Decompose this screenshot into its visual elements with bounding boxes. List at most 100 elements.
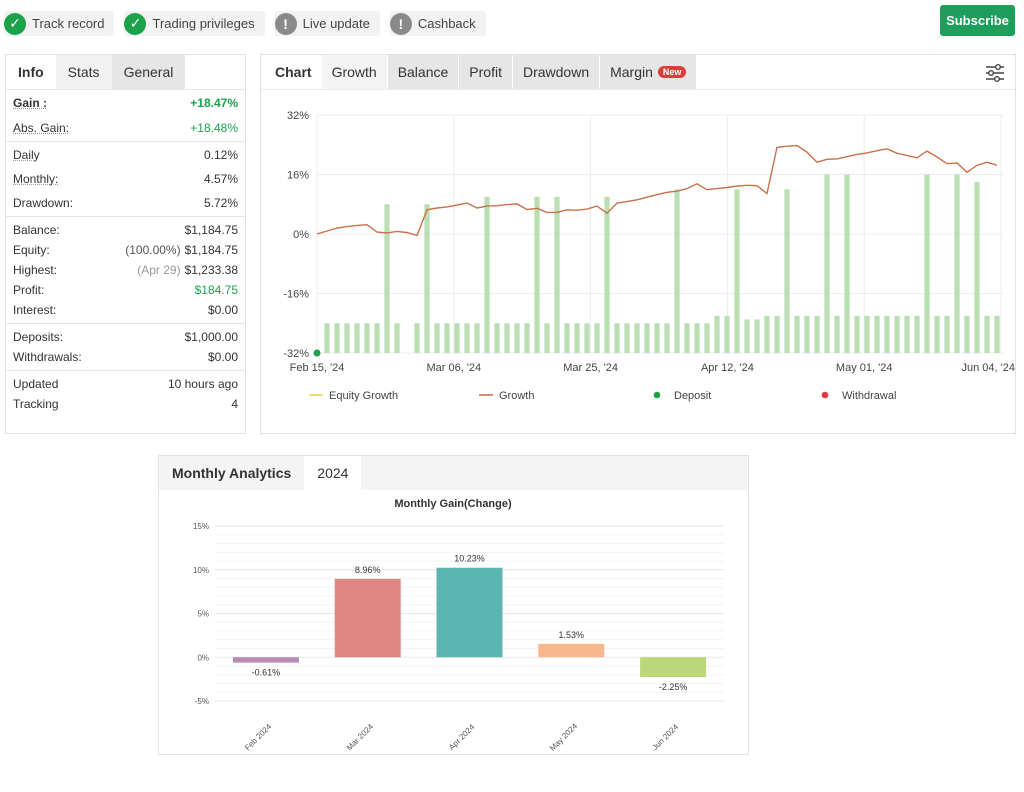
badge-label: Live update <box>302 16 370 31</box>
monthly-tabs: Monthly Analytics 2024 <box>159 456 748 490</box>
deposit-bar <box>444 323 450 353</box>
growth-line <box>316 144 998 237</box>
y-tick-label: -32% <box>283 348 309 360</box>
deposit-bar <box>784 189 790 353</box>
stat-value: 10 hours ago <box>167 377 238 391</box>
stat-daily: Daily 0.12% <box>13 145 238 165</box>
stat-label[interactable]: Daily <box>13 148 40 162</box>
tab-info[interactable]: Info <box>18 64 44 80</box>
deposit-bar <box>924 174 930 353</box>
deposit-bar <box>824 174 830 353</box>
deposit-bar <box>554 196 560 353</box>
stat-withdrawals: Withdrawals: $0.00 <box>13 347 238 367</box>
monthly-bar <box>538 643 605 658</box>
monthly-bar <box>232 657 299 663</box>
chart-title: Monthly Gain(Change) <box>394 498 512 510</box>
deposit-bar <box>384 204 390 353</box>
deposit-bar <box>564 323 570 353</box>
stat-value: $0.00 <box>207 303 238 317</box>
badge-track-record[interactable]: ✓ Track record <box>4 11 115 36</box>
stat-value: 4 <box>231 397 238 411</box>
stat-label: Deposits: <box>13 330 64 344</box>
deposit-bar <box>584 323 590 353</box>
deposit-bar <box>474 323 480 353</box>
badge-cashback[interactable]: ! Cashback <box>389 11 486 36</box>
stat-monthly: Monthly: 4.57% <box>13 169 238 189</box>
update-group: Updated 10 hours ago Tracking 4 <box>6 371 245 417</box>
stats-panel: Info Stats General Gain : +18.47% Abs. G… <box>5 54 246 434</box>
deposit-bar <box>764 315 770 353</box>
y-tick-label: 5% <box>197 610 209 619</box>
deposit-bar <box>954 174 960 353</box>
x-tick-label: Mar 06, '24 <box>426 362 481 374</box>
deposit-bar <box>964 315 970 353</box>
stat-deposits: Deposits: $1,000.00 <box>13 327 238 347</box>
deposit-bar <box>654 323 660 353</box>
info-icon: ! <box>389 12 412 35</box>
gain-group: Gain : +18.47% Abs. Gain: +18.48% <box>6 90 245 142</box>
value-label: 10.23% <box>454 554 485 564</box>
tab-profit[interactable]: Profit <box>459 55 512 89</box>
stat-highest: Highest: (Apr 29) $1,233.38 <box>13 260 238 280</box>
deposit-bar <box>634 323 640 353</box>
equity-percent: (100.00%) <box>125 243 181 257</box>
chart-tabs: Chart Growth Balance Profit Drawdown Mar… <box>261 55 1015 90</box>
stat-value: 4.57% <box>203 172 238 186</box>
stat-drawdown: Drawdown: 5.72% <box>13 193 238 213</box>
stat-value: 0.12% <box>203 148 238 162</box>
deposit-bar <box>624 323 630 353</box>
badge-live-update[interactable]: ! Live update <box>274 11 380 36</box>
deposit-bar <box>484 196 490 353</box>
stat-label: Updated <box>13 377 59 391</box>
stat-label[interactable]: Abs. Gain: <box>13 121 70 135</box>
y-tick-label: 10% <box>193 566 209 575</box>
monthly-gain-chart: Monthly Gain(Change) 15% 10% 5% 0% -5% -0.61% F… <box>193 498 724 753</box>
stat-updated: Updated 10 hours ago <box>13 374 238 394</box>
y-tick-label: 16% <box>287 170 309 182</box>
stat-value: +18.47% <box>190 96 238 110</box>
stat-label[interactable]: Gain : <box>13 96 48 110</box>
legend-label: Deposit <box>674 390 711 402</box>
stat-label: Equity: <box>13 243 50 257</box>
stat-value: $1,233.38 <box>184 263 238 277</box>
deposit-group: Deposits: $1,000.00 Withdrawals: $0.00 <box>6 324 245 371</box>
deposit-bar <box>594 323 600 353</box>
deposit-bar <box>604 196 610 353</box>
tab-stats[interactable]: Stats <box>55 55 112 89</box>
tab-general[interactable]: General <box>111 55 186 89</box>
legend-label: Withdrawal <box>842 390 896 402</box>
deposit-bar <box>814 315 820 353</box>
monthly-analytics-panel: Monthly Analytics 2024 Monthly Gain(Chan… <box>158 455 749 755</box>
x-tick-label: May 01, '24 <box>836 362 893 374</box>
tab-margin-label: Margin <box>610 64 653 80</box>
tab-year-2024[interactable]: 2024 <box>304 456 362 490</box>
stat-value: +18.48% <box>190 121 238 135</box>
stat-balance: Balance: $1,184.75 <box>13 220 238 240</box>
deposit-bar <box>414 323 420 353</box>
deposit-bar <box>874 315 880 353</box>
tab-growth[interactable]: Growth <box>321 55 387 89</box>
tab-chart[interactable]: Chart <box>275 64 312 80</box>
new-badge: New <box>657 66 687 78</box>
deposit-bar <box>774 315 780 353</box>
deposit-bar <box>854 315 860 353</box>
legend-swatch <box>821 391 829 399</box>
tab-monthly-analytics[interactable]: Monthly Analytics <box>172 465 292 481</box>
x-tick-label: Mar 2024 <box>345 722 376 753</box>
stat-label: Drawdown: <box>13 196 74 210</box>
subscribe-button[interactable]: Subscribe <box>940 5 1015 36</box>
tab-margin[interactable]: Margin New <box>600 55 697 89</box>
stat-label: Highest: <box>13 263 58 277</box>
badge-trading-privileges[interactable]: ✓ Trading privileges <box>124 11 265 36</box>
stat-value: $0.00 <box>207 350 238 364</box>
value-label: -0.61% <box>252 668 281 678</box>
deposit-bar <box>894 315 900 353</box>
monthly-bar <box>640 657 707 677</box>
deposit-bar <box>714 315 720 353</box>
tab-balance[interactable]: Balance <box>387 55 459 89</box>
legend-label: Growth <box>499 390 534 402</box>
settings-sliders-icon[interactable] <box>985 63 1005 83</box>
deposit-bar <box>354 323 360 353</box>
tab-drawdown[interactable]: Drawdown <box>512 55 600 89</box>
stat-label[interactable]: Monthly: <box>13 172 59 186</box>
